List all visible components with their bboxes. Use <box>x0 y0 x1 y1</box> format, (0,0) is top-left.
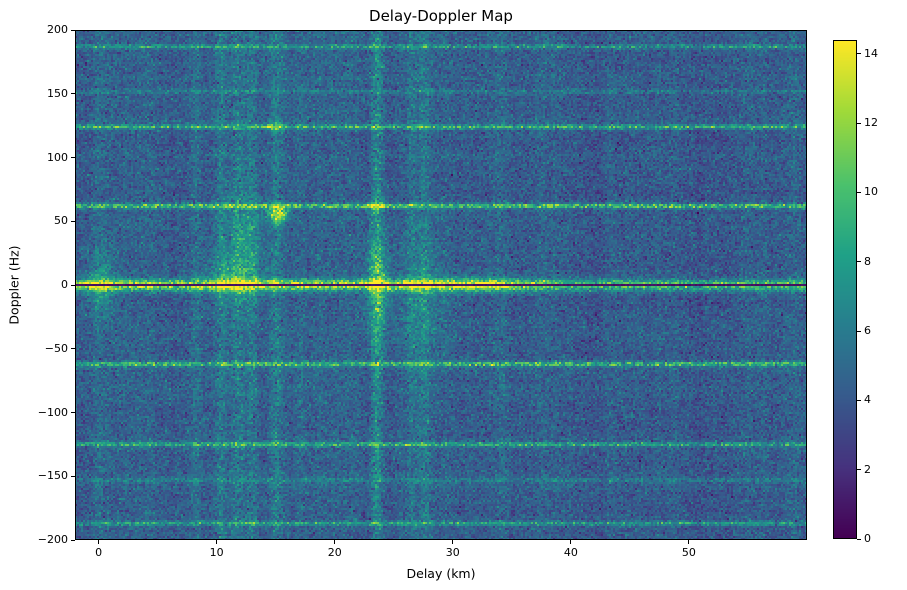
colorbar-tick-label: 10 <box>864 185 878 199</box>
x-tick-mark <box>688 540 690 544</box>
colorbar-tick-label: 14 <box>864 46 878 60</box>
x-tick-mark <box>216 540 218 544</box>
colorbar-tick-mark <box>857 122 861 124</box>
x-tick-label: 40 <box>563 546 578 559</box>
y-tick-mark <box>71 93 75 95</box>
x-tick-mark <box>334 540 336 544</box>
x-tick-label: 10 <box>209 546 224 559</box>
y-tick-label: −100 <box>37 405 68 419</box>
colorbar-tick-mark <box>857 538 861 540</box>
x-tick-label: 50 <box>681 546 696 559</box>
y-tick-mark <box>71 157 75 158</box>
x-tick-mark <box>452 540 454 544</box>
colorbar-tick-mark <box>857 469 861 471</box>
colorbar-tick-label: 8 <box>864 254 871 268</box>
y-tick-label: −200 <box>37 533 68 546</box>
colorbar-tick-mark <box>857 191 861 193</box>
y-tick-mark <box>71 348 75 350</box>
x-tick-label: 30 <box>445 546 460 559</box>
x-tick-mark <box>98 540 100 544</box>
y-tick-label: 100 <box>47 150 68 164</box>
y-tick-label: 0 <box>61 278 68 291</box>
colorbar-tick-label: 12 <box>864 116 878 130</box>
y-tick-mark <box>71 29 75 31</box>
y-tick-label: 50 <box>54 214 68 228</box>
colorbar-tick-mark <box>857 330 861 332</box>
colorbar-tick-mark <box>857 399 861 401</box>
y-tick-mark <box>71 539 75 541</box>
colorbar-canvas <box>834 41 856 538</box>
y-tick-mark <box>71 284 75 286</box>
chart-title: Delay-Doppler Map <box>369 7 513 25</box>
y-tick-label: 200 <box>47 23 68 36</box>
heatmap-canvas <box>75 30 807 540</box>
y-tick-mark <box>71 412 75 413</box>
plot-area <box>75 30 807 540</box>
y-tick-mark <box>71 220 75 222</box>
colorbar-tick-label: 0 <box>864 532 871 545</box>
colorbar <box>833 40 857 539</box>
y-tick-mark <box>71 475 75 477</box>
colorbar-tick-label: 4 <box>864 393 871 407</box>
x-axis-label: Delay (km) <box>406 566 476 581</box>
y-tick-label: −50 <box>44 341 68 355</box>
colorbar-tick-mark <box>857 53 861 55</box>
y-tick-label: −150 <box>37 469 68 483</box>
colorbar-tick-mark <box>857 261 861 263</box>
y-tick-label: 150 <box>47 86 68 100</box>
y-axis-label: Doppler (Hz) <box>6 245 22 325</box>
colorbar-tick-label: 6 <box>864 324 871 338</box>
colorbar-tick-label: 2 <box>864 462 871 476</box>
x-tick-label: 0 <box>95 546 103 559</box>
x-tick-mark <box>570 540 572 544</box>
x-tick-label: 20 <box>327 546 342 559</box>
